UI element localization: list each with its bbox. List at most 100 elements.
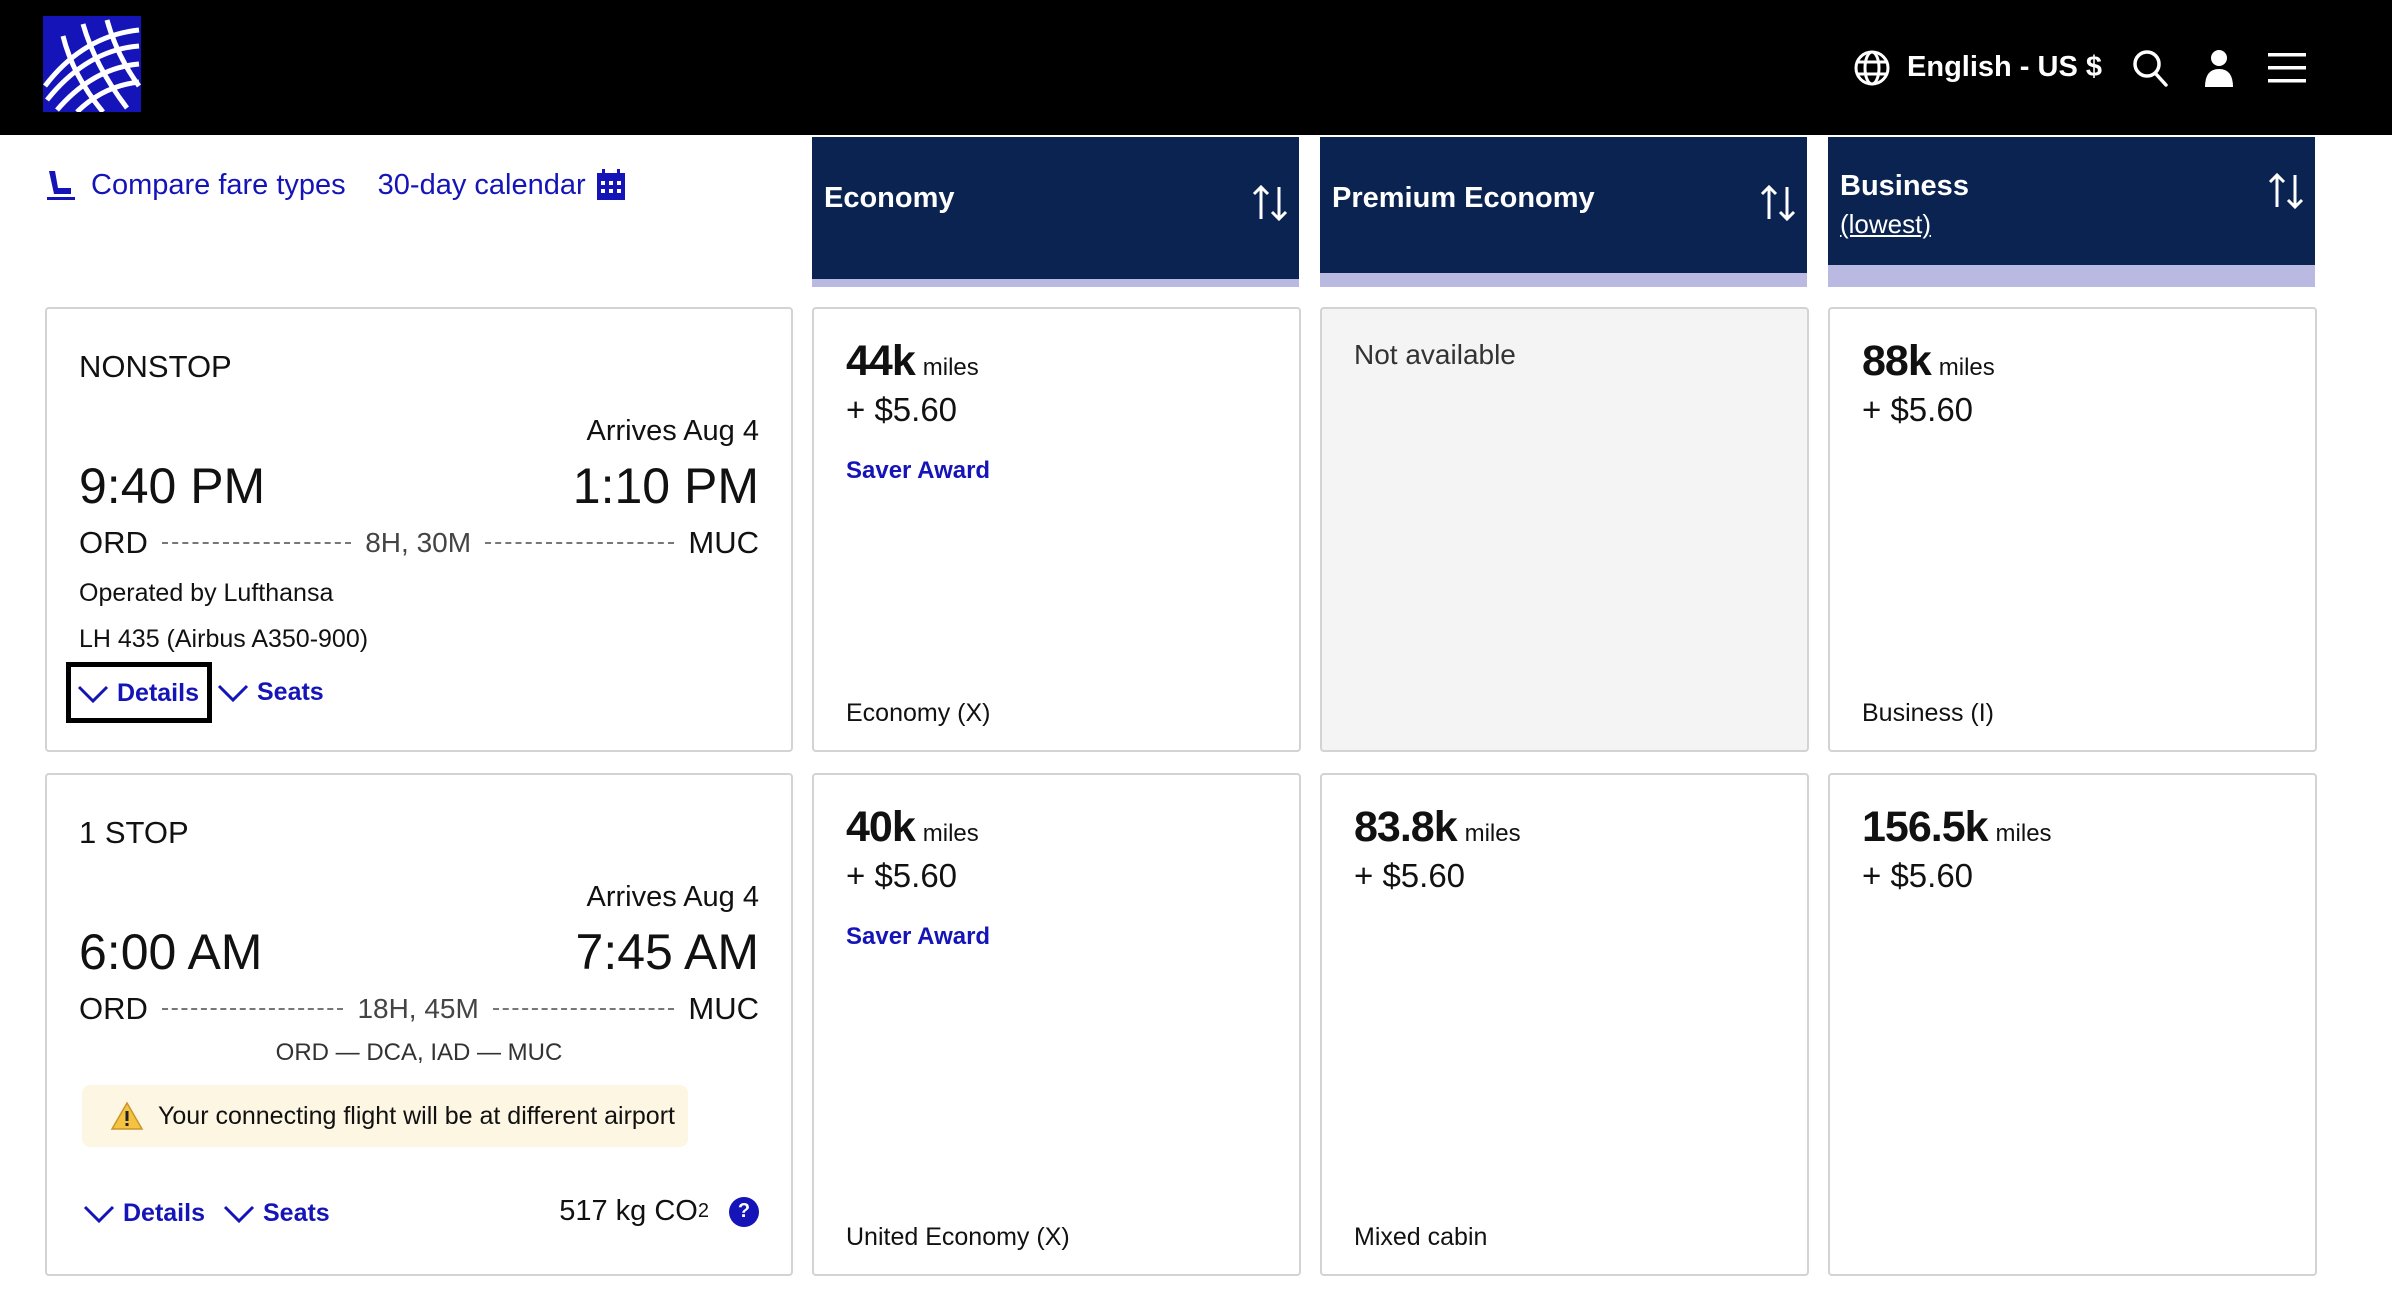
cabin-header-stripe [812, 279, 1299, 287]
fare-cell-economy[interactable]: 44k miles + $5.60 Saver Award Economy (X… [812, 307, 1301, 752]
cabin-header-premium-economy[interactable]: Premium Economy [1320, 137, 1807, 287]
origin-airport: ORD [79, 525, 148, 560]
chevron-down-icon [223, 1205, 255, 1223]
menu-button[interactable] [2268, 52, 2306, 84]
menu-icon [2268, 52, 2306, 82]
compare-fare-types-label: Compare fare types [91, 168, 346, 201]
account-button[interactable] [2204, 49, 2234, 87]
cabin-header-label: Premium Economy [1332, 182, 1595, 214]
miles-amount: 44k [846, 337, 916, 385]
seats-button[interactable]: Seats [213, 672, 328, 713]
cabin-header-label: Business [1840, 170, 1969, 202]
compare-fare-types-link[interactable]: Compare fare types [43, 168, 346, 202]
sort-icon[interactable] [2267, 171, 2305, 216]
destination-airport: MUC [688, 991, 759, 1026]
arrival-time: 1:10 PM [572, 458, 759, 514]
calendar-label: 30-day calendar [377, 168, 586, 201]
details-label: Details [117, 679, 199, 707]
flight-duration: 18H, 45M [357, 993, 479, 1024]
fare-cell-premium-economy: Not available [1320, 307, 1809, 752]
miles-unit: miles [922, 820, 979, 847]
fare-cabin: Economy (X) [846, 699, 991, 727]
tax-amount: + $5.60 [846, 857, 958, 894]
seat-icon [47, 171, 75, 200]
fare-cabin: Mixed cabin [1354, 1223, 1488, 1251]
origin-airport: ORD [79, 991, 148, 1026]
co2-emissions: 517 kg CO 2 ? [559, 1195, 759, 1228]
miles-unit: miles [1995, 820, 2052, 847]
warning-icon [110, 1101, 144, 1130]
miles-price: 40k miles [846, 803, 979, 852]
search-icon [2133, 49, 2168, 87]
miles-price: 156.5k miles [1862, 803, 2052, 852]
miles-unit: miles [1464, 820, 1521, 847]
fare-cell-economy[interactable]: 40k miles + $5.60 Saver Award United Eco… [812, 773, 1301, 1276]
tax-amount: + $5.60 [1862, 857, 1974, 894]
route-line: ORD 18H, 45M MUC [79, 989, 759, 1029]
search-button[interactable] [2132, 49, 2168, 87]
flight-actions: Details Seats [79, 1193, 334, 1234]
flight-card-nonstop: NONSTOP Arrives Aug 4 9:40 PM 1:10 PM OR… [45, 307, 793, 752]
miles-unit: miles [922, 354, 979, 381]
cabin-header-stripe [1828, 265, 2315, 287]
flight-actions: Details Seats [66, 662, 328, 723]
warning-text: Your connecting flight will be at differ… [158, 1101, 675, 1130]
cabin-header-sublabel[interactable]: (lowest) [1840, 209, 1932, 239]
cabin-header-economy[interactable]: Economy [812, 137, 1299, 287]
fare-cell-premium-economy[interactable]: 83.8k miles + $5.60 Mixed cabin [1320, 773, 1809, 1276]
connection-warning: Your connecting flight will be at differ… [82, 1085, 688, 1147]
arrival-date: Arrives Aug 4 [586, 415, 759, 447]
language-selector[interactable]: English - US $ [1853, 49, 2102, 87]
fare-cell-business[interactable]: 156.5k miles + $5.60 [1828, 773, 2317, 1276]
departure-time: 6:00 AM [79, 924, 263, 980]
fare-tools: Compare fare types 30-day calendar [43, 168, 626, 202]
sort-icon[interactable] [1251, 183, 1289, 228]
sort-icon[interactable] [1759, 183, 1797, 228]
miles-price: 88k miles [1862, 337, 1995, 386]
chevron-down-icon [83, 1205, 115, 1223]
globe-logo[interactable] [43, 16, 141, 112]
destination-airport: MUC [688, 525, 760, 560]
flight-duration: 8H, 30M [365, 527, 472, 558]
30-day-calendar-link[interactable]: 30-day calendar [378, 169, 626, 202]
miles-price: 44k miles [846, 337, 979, 386]
tax-amount: + $5.60 [1354, 857, 1466, 894]
co2-help-icon[interactable]: ? [729, 1196, 759, 1227]
flight-card-1-stop: 1 STOP Arrives Aug 4 6:00 AM 7:45 AM ORD… [45, 773, 793, 1276]
user-icon [2205, 49, 2233, 87]
flight-number: LH 435 (Airbus A350-900) [79, 625, 369, 653]
fare-cell-business[interactable]: 88k miles + $5.60 Business (I) [1828, 307, 2317, 752]
award-type: Saver Award [846, 923, 991, 950]
route-line: ORD 8H, 30M MUC [79, 523, 759, 563]
details-label: Details [123, 1199, 205, 1227]
miles-amount: 40k [846, 803, 916, 851]
details-button[interactable]: Details [66, 662, 212, 723]
stops-label: NONSTOP [79, 349, 232, 384]
arrival-date: Arrives Aug 4 [586, 881, 759, 913]
cabin-header-business[interactable]: Business (lowest) [1828, 137, 2315, 287]
not-available-label: Not available [1354, 339, 1516, 370]
chevron-down-icon [217, 684, 249, 702]
miles-amount: 88k [1862, 337, 1932, 385]
connection-route: ORD — DCA, IAD — MUC [275, 1039, 563, 1066]
details-button[interactable]: Details [79, 1193, 209, 1234]
tax-amount: + $5.60 [846, 391, 958, 428]
departure-time: 9:40 PM [79, 458, 266, 514]
chevron-down-icon [77, 685, 109, 703]
tax-amount: + $5.60 [1862, 391, 1974, 428]
arrival-time: 7:45 AM [575, 924, 759, 980]
top-navigation-bar: English - US $ [0, 0, 2392, 135]
stops-label: 1 STOP [79, 815, 189, 850]
fare-cabin: Business (I) [1862, 699, 1994, 727]
cabin-header-stripe [1320, 273, 1807, 287]
calendar-icon [596, 169, 625, 200]
seats-button[interactable]: Seats [219, 1193, 334, 1234]
miles-amount: 83.8k [1354, 803, 1458, 851]
seats-label: Seats [256, 678, 324, 706]
co2-subscript: 2 [697, 1200, 709, 1222]
cabin-header-label: Economy [824, 182, 955, 214]
language-label: English - US $ [1907, 51, 2102, 83]
miles-unit: miles [1938, 354, 1995, 381]
fare-cabin: United Economy (X) [846, 1223, 1070, 1251]
award-type: Saver Award [846, 457, 991, 484]
